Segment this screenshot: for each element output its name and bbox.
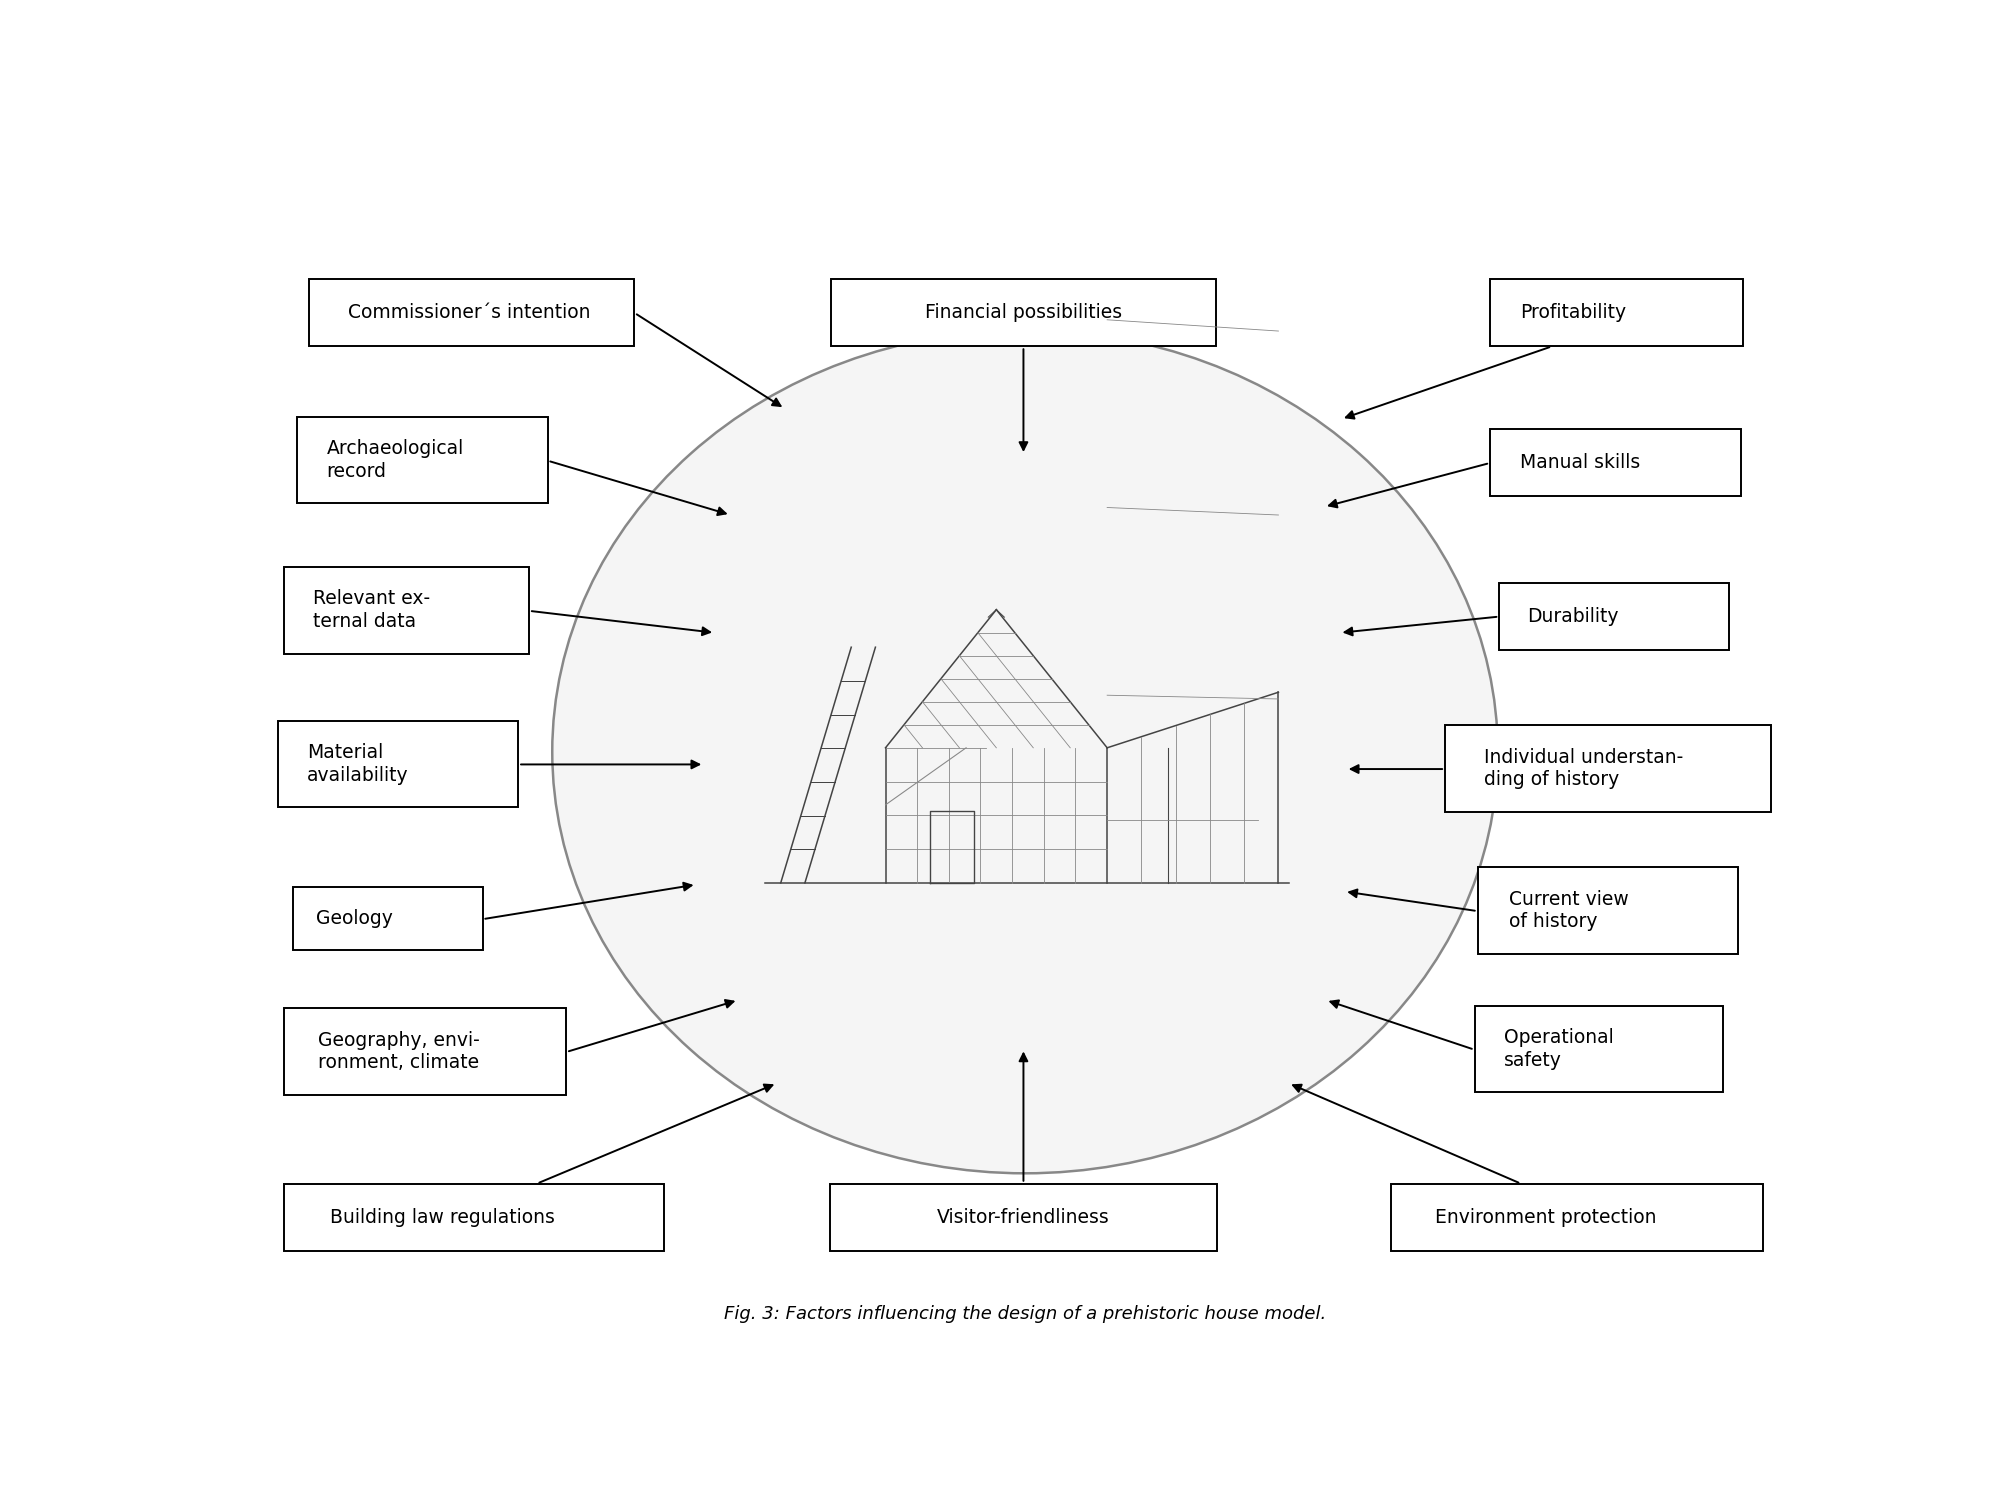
FancyBboxPatch shape (1446, 724, 1770, 812)
FancyBboxPatch shape (1500, 584, 1728, 650)
Text: Manual skills: Manual skills (1520, 453, 1640, 472)
Text: Commissioner´s intention: Commissioner´s intention (348, 303, 590, 322)
Text: Environment protection: Environment protection (1436, 1208, 1656, 1227)
Text: Archaeological
record: Archaeological record (326, 440, 464, 482)
Text: Fig. 3: Factors influencing the design of a prehistoric house model.: Fig. 3: Factors influencing the design o… (724, 1305, 1326, 1323)
Text: Building law regulations: Building law regulations (330, 1208, 554, 1227)
FancyBboxPatch shape (1490, 279, 1742, 346)
FancyBboxPatch shape (1490, 429, 1742, 496)
Text: Relevant ex-
ternal data: Relevant ex- ternal data (314, 590, 430, 632)
FancyBboxPatch shape (308, 279, 634, 346)
FancyBboxPatch shape (1390, 1184, 1762, 1251)
Text: Individual understan-
ding of history: Individual understan- ding of history (1484, 747, 1684, 789)
FancyBboxPatch shape (294, 886, 482, 951)
Text: Profitability: Profitability (1520, 303, 1626, 322)
FancyBboxPatch shape (1478, 867, 1738, 954)
FancyBboxPatch shape (284, 1184, 664, 1251)
Text: Geography, envi-
ronment, climate: Geography, envi- ronment, climate (318, 1030, 480, 1072)
Ellipse shape (552, 330, 1498, 1173)
FancyBboxPatch shape (830, 1184, 1218, 1251)
FancyBboxPatch shape (278, 720, 518, 807)
FancyBboxPatch shape (1474, 1007, 1722, 1092)
Text: Current view
of history: Current view of history (1508, 890, 1628, 932)
Text: Durability: Durability (1526, 608, 1618, 625)
FancyBboxPatch shape (832, 279, 1216, 346)
Text: Financial possibilities: Financial possibilities (924, 303, 1122, 322)
Text: Operational
safety: Operational safety (1504, 1029, 1614, 1069)
FancyBboxPatch shape (296, 417, 548, 504)
FancyBboxPatch shape (284, 567, 528, 654)
Text: Visitor-friendliness: Visitor-friendliness (938, 1208, 1110, 1227)
Text: Material
availability: Material availability (306, 742, 408, 784)
FancyBboxPatch shape (284, 1008, 566, 1095)
Text: Geology: Geology (316, 909, 392, 928)
